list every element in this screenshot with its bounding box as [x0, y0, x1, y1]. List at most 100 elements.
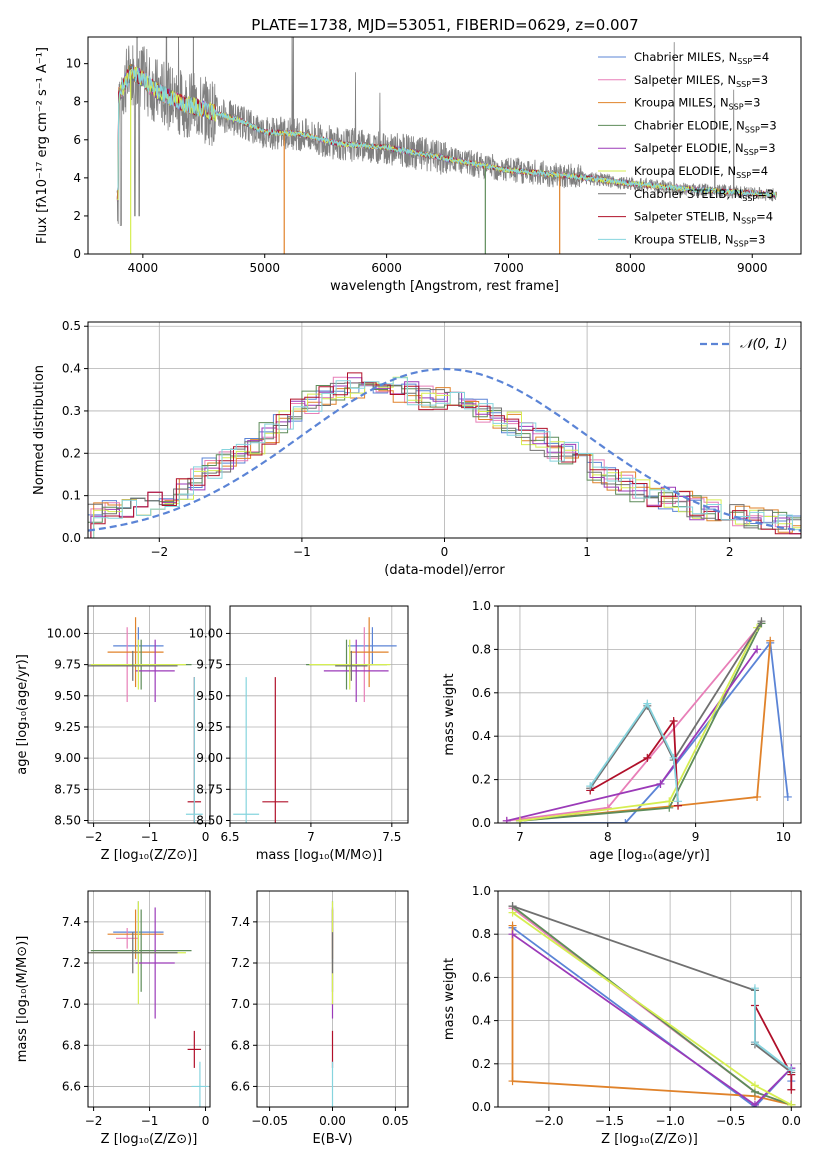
x-axis-label: mass [log₁₀(M/M⊙)] [256, 848, 383, 863]
legend-entry: Kroupa MILES, NSSP=3 [634, 96, 760, 112]
y-axis-label: mass [log₁₀(M/M⊙)] [15, 936, 30, 1063]
x-tick-label: 8000 [615, 261, 646, 275]
y-tick-label: 7.2 [62, 956, 81, 970]
mass-weight-line [589, 701, 679, 802]
x-axis-label: E(B-V) [312, 1132, 352, 1147]
y-tick-label: 10 [66, 57, 81, 71]
y-tick-label: 2 [73, 209, 81, 223]
y-tick-label: 6.6 [231, 1079, 250, 1093]
mass-weight-marker [750, 1100, 759, 1107]
axes-frame [87, 605, 211, 824]
chart-mass-vs-Z: −2 −1 0 6.6 6.8 7.0 7.2 7.4 Z [log₁₀(Z/Z⊙)] mass … [15, 890, 211, 1147]
y-axis-label: Normed distribution [32, 365, 47, 495]
mass-weight-marker [753, 792, 762, 801]
x-tick-label: 2 [726, 545, 734, 559]
mass-weight-marker [643, 753, 652, 762]
x-tick-label: −2 [85, 1114, 103, 1128]
y-tick-label: 9.75 [54, 658, 81, 672]
mass-weight-line [589, 718, 679, 806]
axes-frame [497, 890, 802, 1108]
mass-weight-line [520, 640, 789, 823]
y-tick-label: 7.2 [231, 956, 250, 970]
legend: Chabrier MILES, NSSP=4 Salpeter MILES, NS… [598, 50, 777, 248]
x-tick-label: 0.00 [319, 1114, 346, 1128]
x-axis-label: Z [log₁₀(Z/Z⊙)] [101, 848, 198, 863]
x-tick-label: 7 [307, 830, 315, 844]
legend-entry: Chabrier STELIB, NSSP=3 [634, 187, 774, 203]
mass-weight-line [512, 905, 792, 1074]
mass-weight-marker [669, 717, 678, 726]
y-tick-label: 0.4 [62, 362, 81, 376]
y-tick-label: 0 [73, 247, 81, 261]
x-tick-label: −1 [141, 1114, 159, 1128]
x-tick-label: 5000 [249, 261, 280, 275]
y-tick-label: 4 [73, 171, 81, 185]
mass-weight-line [519, 627, 758, 822]
x-tick-label: 8 [604, 830, 612, 844]
chart-age-vs-Z: −2 −1 0 8.50 8.75 9.00 9.25 9.50 9.75 10.00 Z [log… [15, 605, 211, 863]
y-tick-label: 0.3 [62, 404, 81, 418]
x-axis-label: (data-model)/error [384, 563, 505, 578]
x-tick-label: 0 [202, 830, 210, 844]
x-tick-label: 9000 [737, 261, 768, 275]
mass-weight-marker [757, 617, 766, 626]
legend-entry: Kroupa ELODIE, NSSP=4 [634, 164, 768, 180]
y-axis-label: mass weight [442, 673, 457, 755]
x-tick-label: 1 [583, 545, 591, 559]
x-tick-label: −1 [141, 830, 159, 844]
y-tick-label: 0.6 [472, 686, 491, 700]
mass-weight-marker [787, 1100, 796, 1107]
legend-entry: Kroupa STELIB, NSSP=3 [634, 232, 765, 248]
x-tick-label: 7 [516, 830, 524, 844]
y-tick-label: 7.4 [62, 915, 81, 929]
mass-weight-marker [502, 816, 511, 823]
y-tick-label: 9.50 [54, 689, 81, 703]
y-tick-label: 9.25 [54, 720, 81, 734]
mass-weight-marker [750, 1038, 759, 1047]
mass-weight-marker [766, 636, 775, 645]
y-tick-label: 8 [73, 95, 81, 109]
chart-mass-weight-vs-age: 7 8 9 10 0.0 0.2 0.4 0.6 0.8 1.0 age [log₁₀(age/yr… [442, 599, 802, 863]
x-tick-label: 0.05 [382, 1114, 409, 1128]
x-tick-label: 4000 [128, 261, 159, 275]
y-tick-label: 1.0 [472, 884, 491, 898]
axes-frame [87, 36, 802, 255]
plot-area [88, 617, 203, 823]
y-tick-label: 0.0 [472, 816, 491, 830]
x-tick-label: −1.0 [656, 1114, 685, 1128]
y-tick-label: 0.0 [472, 1100, 491, 1114]
y-tick-label: 0.4 [472, 729, 491, 743]
x-tick-label: 0 [202, 1114, 210, 1128]
y-tick-label: 9.00 [54, 751, 81, 765]
x-tick-label: −0.5 [716, 1114, 745, 1128]
y-tick-label: 1.0 [472, 599, 491, 613]
mass-weight-marker [787, 1085, 796, 1094]
x-tick-label: −2.0 [534, 1114, 563, 1128]
y-tick-label: 0.8 [472, 642, 491, 656]
chart-spectrum: 4000 5000 6000 7000 8000 9000 0 2 4 6 8 10 wavelengt… [35, 36, 802, 294]
y-tick-label: 0.2 [472, 1057, 491, 1071]
y-tick-label: 6 [73, 133, 81, 147]
residual-histogram [88, 382, 801, 538]
mass-weight-marker [787, 1066, 796, 1075]
plot-area [116, 37, 777, 254]
legend-entry: Chabrier MILES, NSSP=4 [634, 50, 769, 66]
mass-weight-marker [621, 819, 630, 823]
plot-area [508, 902, 796, 1107]
legend-entry: Salpeter STELIB, NSSP=4 [634, 210, 773, 226]
mass-weight-marker [750, 984, 759, 993]
chart-age-vs-mass: 6.5 7 7.5 8.50 8.75 9.00 9.25 9.50 9.75 10.00 mass… [189, 605, 409, 863]
plot-area [502, 617, 792, 823]
y-tick-label: 6.8 [62, 1038, 81, 1052]
y-tick-label: 10.00 [189, 626, 223, 640]
x-tick-label: 6000 [371, 261, 402, 275]
y-tick-label: 9.75 [196, 658, 223, 672]
mass-weight-marker [674, 797, 683, 806]
legend-entry: Salpeter ELODIE, NSSP=3 [634, 141, 776, 157]
y-tick-label: 0.6 [472, 970, 491, 984]
y-tick-label: 0.2 [62, 446, 81, 460]
y-axis-label: Flux [fλ10⁻¹⁷ erg cm⁻² s⁻¹ A⁻¹] [35, 47, 50, 244]
x-axis-label: wavelength [Angstrom, rest frame] [330, 279, 559, 294]
plot-area [88, 901, 209, 1107]
x-axis-label: age [log₁₀(age/yr)] [589, 848, 710, 863]
